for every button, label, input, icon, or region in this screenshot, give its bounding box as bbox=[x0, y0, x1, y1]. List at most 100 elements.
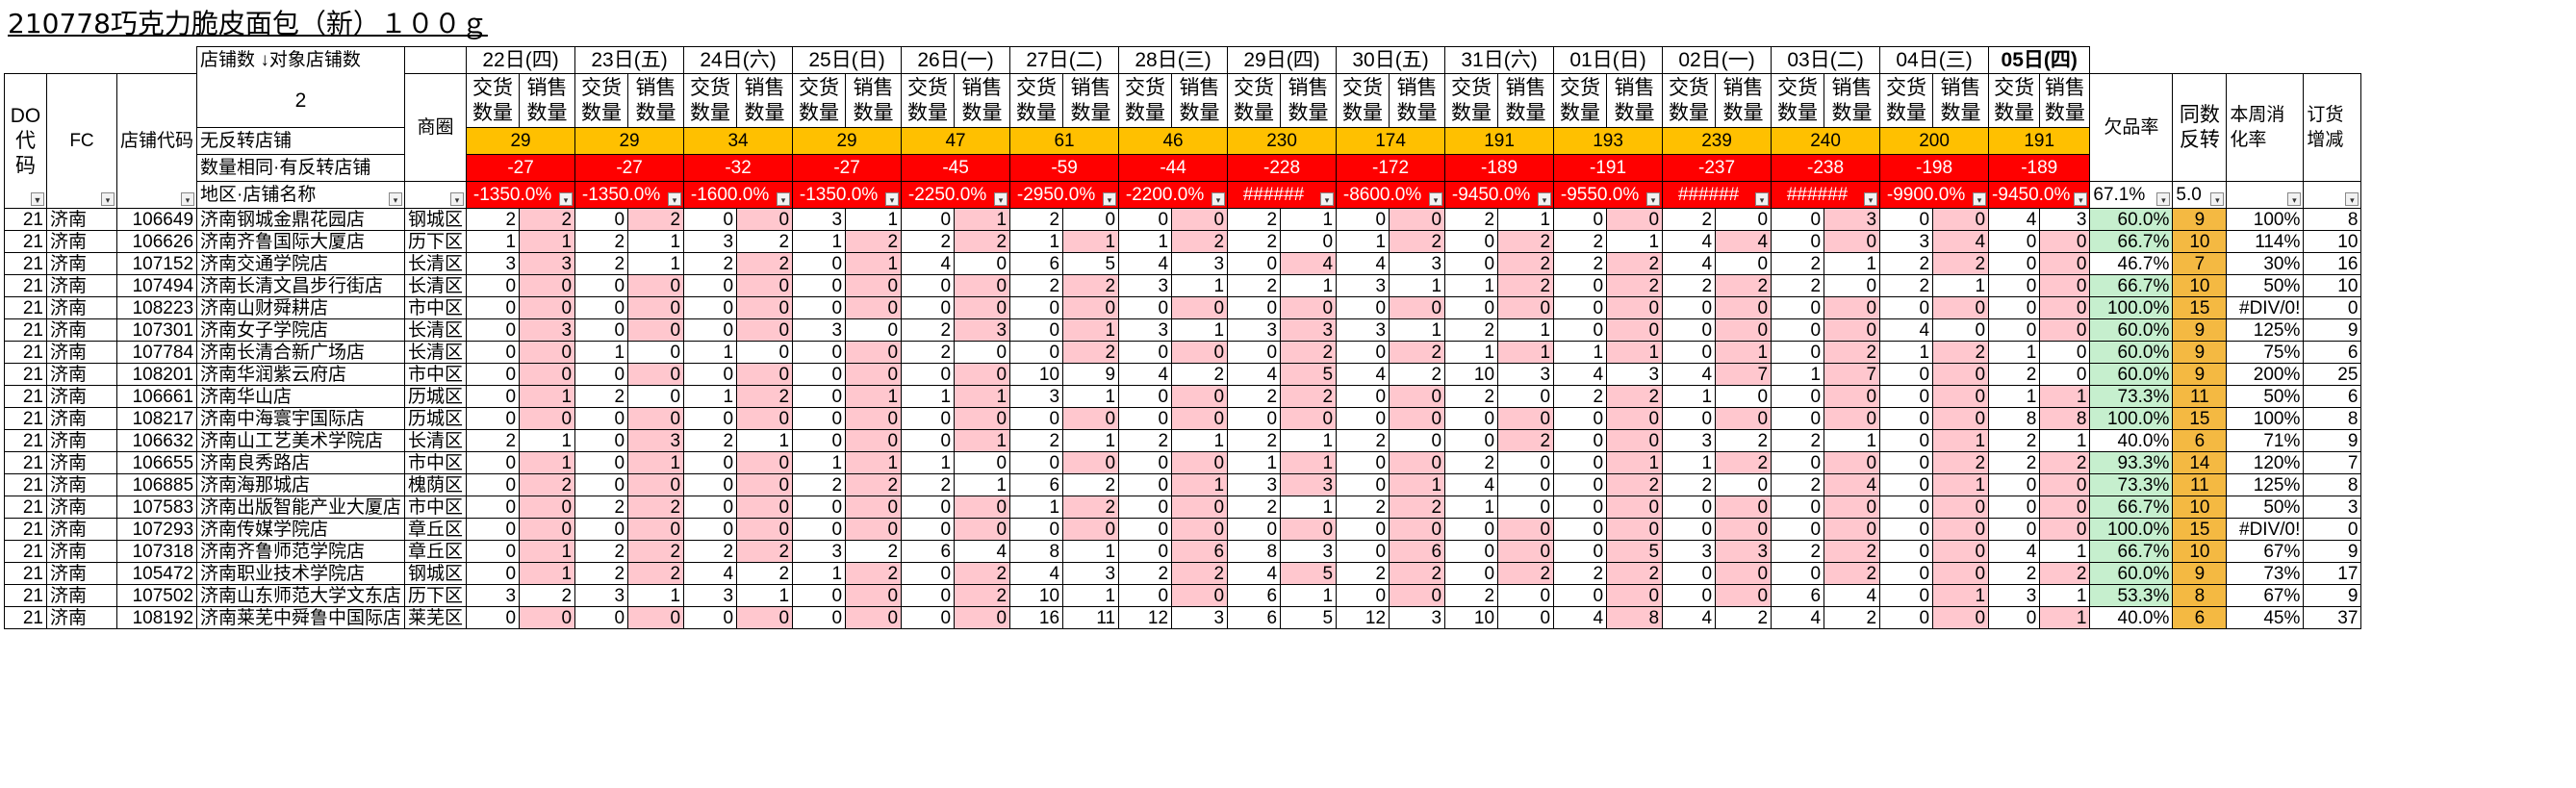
area-rate-value[interactable]: -9550.0% ▾ bbox=[1553, 181, 1664, 209]
short-rate-cell: 66.7% bbox=[2089, 540, 2174, 563]
delivery-qty-cell: 0 bbox=[574, 407, 629, 430]
table-row[interactable]: 21 济南 107152 济南交通学院店 长清区 3 3 2 1 2 2 0 1 4 0 6 5 4 3 0 4 4 3 0 2… bbox=[4, 252, 2362, 275]
order-change-cell: 16 bbox=[2303, 252, 2362, 275]
sales-qty-cell: 0 bbox=[845, 341, 903, 364]
sales-qty-cell: 0 bbox=[1606, 496, 1664, 519]
sales-qty-header: 销售数量 bbox=[1389, 73, 1446, 128]
weekly-rate-cell: 67% bbox=[2226, 540, 2305, 563]
sales-qty-cell: 0 bbox=[1932, 540, 1990, 563]
filter-dropdown-icon[interactable]: ▾ bbox=[1755, 192, 1770, 206]
filter-dropdown-icon[interactable]: ▾ bbox=[1864, 192, 1878, 206]
filter-dropdown-icon[interactable]: ▾ bbox=[1646, 192, 1661, 206]
delivery-qty-cell: 4 bbox=[1553, 363, 1608, 386]
delivery-qty-cell: 0 bbox=[466, 451, 521, 474]
filter-dropdown-icon[interactable]: ▾ bbox=[389, 192, 403, 206]
area-rate-value[interactable]: -2950.0% ▾ bbox=[1009, 181, 1120, 209]
region-store-header[interactable]: 地区·店铺名称 ▾ bbox=[196, 181, 406, 209]
area-rate-value[interactable]: -8600.0% ▾ bbox=[1336, 181, 1446, 209]
table-row[interactable]: 21 济南 108201 济南华润紫云府店 市中区 0 0 0 0 0 0 0 0 0 0 10 9 4 2 4 5 4 2… bbox=[4, 363, 2362, 386]
table-row[interactable]: 21 济南 105472 济南职业技术学院店 钢城区 0 1 2 2 4 2 1 2 0 2 4 3 2 2 4 5 2 2… bbox=[4, 562, 2362, 585]
order-filter[interactable]: ▾ bbox=[2303, 181, 2362, 209]
filter-dropdown-icon[interactable]: ▾ bbox=[2156, 192, 2171, 206]
delivery-qty-cell: 3 bbox=[792, 540, 847, 563]
area-rate-text: -1600.0% bbox=[690, 185, 770, 205]
delivery-qty-cell: 3 bbox=[1662, 429, 1717, 452]
filter-dropdown-icon[interactable]: ▾ bbox=[885, 192, 900, 206]
table-row[interactable]: 21 济南 106626 济南齐鲁国际大厦店 历下区 1 1 2 1 3 2 1 2 2 2 1 1 1 2 2 0 1 2… bbox=[4, 230, 2362, 253]
filter-dropdown-icon[interactable]: ▾ bbox=[450, 192, 465, 206]
area-rate-value[interactable]: -9450.0% ▾ bbox=[1444, 181, 1555, 209]
table-row[interactable]: 21 济南 107318 济南齐鲁师范学院店 章丘区 0 1 2 2 2 2 3 2 6 4 8 1 0 6 8 3 0 6… bbox=[4, 540, 2362, 563]
sales-qty-cell: 0 bbox=[954, 606, 1011, 629]
delivery-qty-cell: 0 bbox=[1118, 208, 1173, 231]
same-rebound-filter[interactable]: 5.0 ▾ bbox=[2172, 181, 2228, 209]
area-rate-value[interactable]: -9900.0% ▾ bbox=[1879, 181, 1990, 209]
sales-qty-cell: 2 bbox=[1715, 606, 1773, 629]
filter-dropdown-icon[interactable]: ▾ bbox=[181, 192, 195, 206]
table-row[interactable]: 21 济南 106661 济南华山店 历城区 0 1 2 0 1 2 0 1 1 1 3 1 0 0 2 2 0 0 2 0 2 2… bbox=[4, 385, 2362, 408]
sales-qty-cell: 1 bbox=[2039, 429, 2091, 452]
area-rate-value[interactable]: -9450.0% ▾ bbox=[1988, 181, 2091, 209]
sales-qty-cell: 0 bbox=[954, 451, 1011, 474]
table-row[interactable]: 21 济南 108217 济南中海寰宇国际店 历城区 0 0 0 0 0 0 0 0 0 0 0 0 0 0 0 0 0 0… bbox=[4, 407, 2362, 430]
filter-dropdown-icon[interactable]: ▼ bbox=[31, 192, 44, 206]
area-rate-value[interactable]: ###### ▾ bbox=[1662, 181, 1773, 209]
filter-dropdown-icon[interactable]: ▾ bbox=[101, 192, 115, 206]
delivery-qty-cell: 2 bbox=[1444, 451, 1499, 474]
table-row[interactable]: 21 济南 106649 济南钢城金鼎花园店 钢城区 2 2 0 2 0 0 3 1 0 1 2 0 0 0 2 1 0 0… bbox=[4, 208, 2362, 231]
filter-dropdown-icon[interactable]: ▾ bbox=[668, 192, 682, 206]
district-filter-cell[interactable]: ▾ bbox=[404, 181, 468, 209]
filter-dropdown-icon[interactable]: ▾ bbox=[2345, 192, 2359, 206]
area-rate-value[interactable]: -2250.0% ▾ bbox=[901, 181, 1011, 209]
filter-dropdown-icon[interactable]: ▾ bbox=[777, 192, 791, 206]
sales-qty-cell: 3 bbox=[1389, 252, 1446, 275]
table-row[interactable]: 21 济南 108223 济南山财舜耕店 市中区 0 0 0 0 0 0 0 0 0 0 0 0 0 0 0 0 0 0 0 0… bbox=[4, 296, 2362, 319]
sales-qty-cell: 1 bbox=[2039, 606, 2091, 629]
sales-qty-cell: 1 bbox=[1932, 429, 1990, 452]
sales-qty-cell: 1 bbox=[1497, 318, 1555, 342]
table-row[interactable]: 21 济南 106885 济南海那城店 槐荫区 0 2 0 0 0 0 2 2 2 1 6 2 0 1 3 3 0 1 4 0 0… bbox=[4, 473, 2362, 496]
order-change-cell: 17 bbox=[2303, 562, 2362, 585]
area-rate-value[interactable]: -1350.0% ▾ bbox=[792, 181, 903, 209]
area-rate-value[interactable]: -1600.0% ▾ bbox=[683, 181, 794, 209]
table-row[interactable]: 21 济南 107293 济南传媒学院店 章丘区 0 0 0 0 0 0 0 0 0 0 0 0 0 0 0 0 0 0 0 0… bbox=[4, 518, 2362, 541]
table-row[interactable]: 21 济南 106632 济南山工艺美术学院店 长清区 2 1 0 3 2 1 0 0 0 1 2 1 2 1 2 1 2… bbox=[4, 429, 2362, 452]
short-rate-filter[interactable]: 67.1% ▾ bbox=[2089, 181, 2174, 209]
filter-dropdown-icon[interactable]: ▾ bbox=[1320, 192, 1335, 206]
area-rate-value[interactable]: -1350.0% ▾ bbox=[574, 181, 685, 209]
district-cell: 章丘区 bbox=[404, 518, 468, 541]
filter-dropdown-icon[interactable]: ▾ bbox=[1973, 192, 1987, 206]
area-rate-value[interactable]: ###### ▾ bbox=[1227, 181, 1338, 209]
table-row[interactable]: 21 济南 107502 济南山东师范大学文东店 历下区 3 2 3 1 3 1 0 0 0 2 10 1 0 0 6… bbox=[4, 584, 2362, 607]
table-row[interactable]: 21 济南 107784 济南长清合新广场店 长清区 0 0 1 0 1 0 0 0 2 0 0 2 0 0 0 2 0 2… bbox=[4, 341, 2362, 364]
filter-dropdown-icon[interactable]: ▾ bbox=[1103, 192, 1117, 206]
filter-dropdown-icon[interactable]: ▾ bbox=[1429, 192, 1443, 206]
delivery-qty-cell: 0 bbox=[574, 318, 629, 342]
do-code-header: DO代码 ▼ bbox=[4, 73, 47, 209]
weekly-rate-cell: 114% bbox=[2226, 230, 2305, 253]
sales-qty-cell: 2 bbox=[845, 230, 903, 253]
table-row[interactable]: 21 济南 107301 济南女子学院店 长清区 0 3 0 0 0 0 3 0 2 3 0 1 3 1 3 3 3 1 2 1… bbox=[4, 318, 2362, 342]
table-row[interactable]: 21 济南 106655 济南良秀路店 市中区 0 1 0 1 0 0 1 1 1 0 0 0 0 0 1 1 0 0 2 0 0… bbox=[4, 451, 2362, 474]
delivery-qty-cell: 2 bbox=[1009, 208, 1064, 231]
delivery-qty-cell: 0 bbox=[901, 562, 956, 585]
filter-dropdown-icon[interactable]: ▾ bbox=[1211, 192, 1226, 206]
filter-dropdown-icon[interactable]: ▾ bbox=[994, 192, 1008, 206]
filter-dropdown-icon[interactable]: ▾ bbox=[559, 192, 574, 206]
table-row[interactable]: 21 济南 107583 济南出版智能产业大厦店 市中区 0 0 2 2 0 0 0 0 0 0 1 2 0 0 2 1… bbox=[4, 496, 2362, 519]
weekly-rate-cell: 100% bbox=[2226, 208, 2305, 231]
table-row[interactable]: 21 济南 107494 济南长清文昌步行街店 长清区 0 0 0 0 0 0 0 0 0 0 2 2 3 1 2 1 3… bbox=[4, 274, 2362, 297]
table-row[interactable]: 21 济南 108192 济南莱芜中舜鲁中国际店 莱芜区 0 0 0 0 0 0 0 0 0 0 16 11 12… bbox=[4, 606, 2362, 629]
area-rate-value[interactable]: ###### ▾ bbox=[1771, 181, 1881, 209]
filter-dropdown-icon[interactable]: ▾ bbox=[2287, 192, 2302, 206]
area-rate-value[interactable]: -2200.0% ▾ bbox=[1118, 181, 1229, 209]
filter-dropdown-icon[interactable]: ▾ bbox=[1538, 192, 1552, 206]
filter-dropdown-icon[interactable]: ▾ bbox=[2210, 192, 2225, 206]
weekly-filter[interactable]: ▾ bbox=[2226, 181, 2305, 209]
filter-dropdown-icon[interactable]: ▾ bbox=[2074, 192, 2088, 206]
delivery-qty-cell: 1 bbox=[1444, 341, 1499, 364]
delivery-qty-cell: 2 bbox=[1227, 230, 1282, 253]
store-name-cell: 济南钢城金鼎花园店 bbox=[196, 208, 406, 231]
sales-qty-cell: 2 bbox=[1606, 252, 1664, 275]
area-rate-value[interactable]: -1350.0% ▾ bbox=[466, 181, 576, 209]
